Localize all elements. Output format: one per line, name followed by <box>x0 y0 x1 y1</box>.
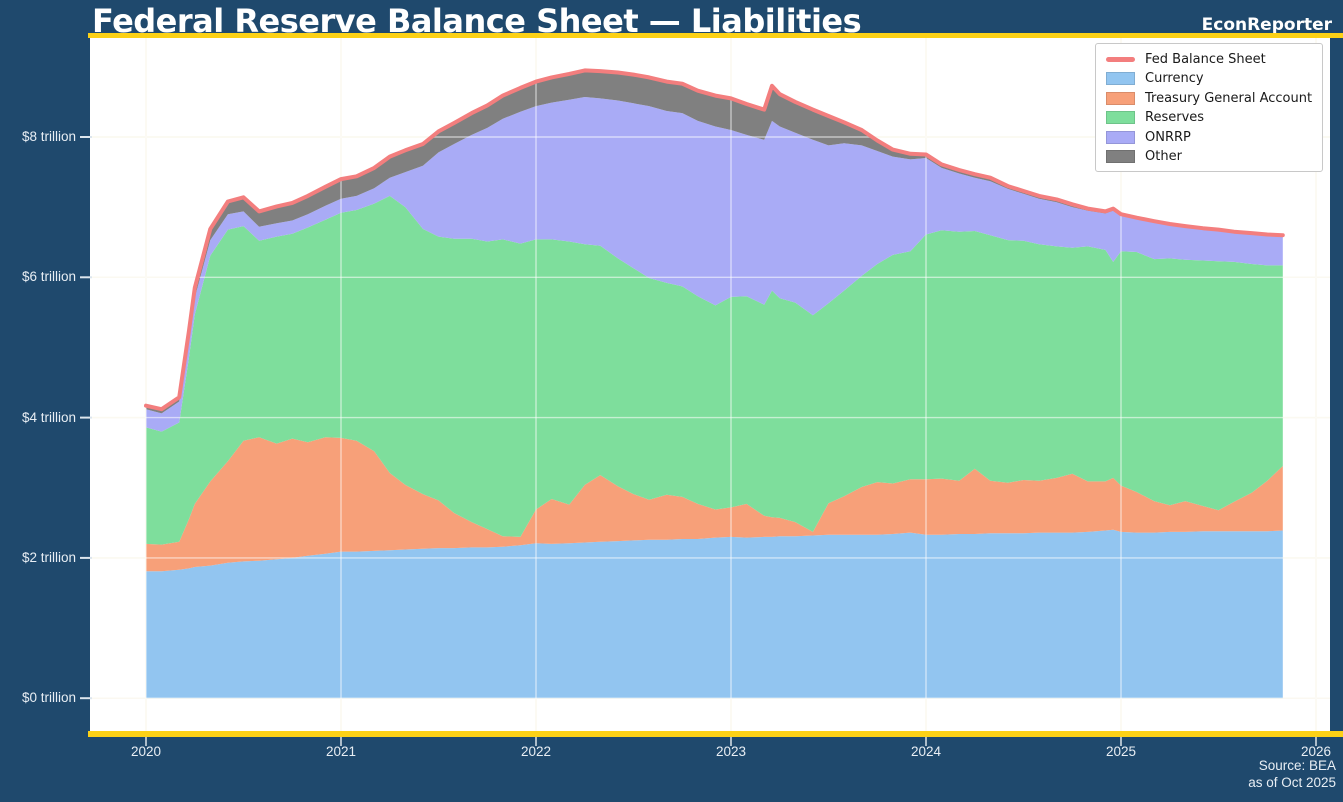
legend-swatch-reserves <box>1106 111 1135 125</box>
y-tick-label-2t: $2 trillion <box>21 549 76 565</box>
legend-label-other: Other <box>1145 148 1182 164</box>
legend-item-currency: Currency <box>1106 69 1314 88</box>
legend-swatch-fed-balance-sheet <box>1106 57 1135 62</box>
y-tick-label-0t: $0 trillion <box>21 690 76 706</box>
y-tick-label-6t: $6 trillion <box>21 269 76 285</box>
legend-label-reserves: Reserves <box>1145 110 1205 126</box>
legend-label-treasury-general-account: Treasury General Account <box>1145 90 1313 106</box>
x-tick-label-2021: 2021 <box>325 744 357 759</box>
x-tick-label-2024: 2024 <box>910 744 942 759</box>
legend-item-other: Other <box>1106 147 1314 166</box>
legend-item-treasury-general-account: Treasury General Account <box>1106 89 1314 108</box>
legend-label-onrrp: ONRRP <box>1145 129 1191 145</box>
legend-label-currency: Currency <box>1145 71 1204 87</box>
bottom-accent-rule <box>88 731 1343 737</box>
source-note: Source: BEA as of Oct 2025 <box>1248 758 1336 791</box>
source-line: Source: BEA <box>1258 758 1336 773</box>
area-reserves <box>146 195 1283 545</box>
x-tick-label-2026: 2026 <box>1300 744 1332 759</box>
legend-swatch-currency <box>1106 72 1135 86</box>
x-tick-label-2023: 2023 <box>715 744 747 759</box>
legend-swatch-onrrp <box>1106 130 1135 144</box>
x-tick-label-2025: 2025 <box>1105 744 1137 759</box>
y-tick-label-8t: $8 trillion <box>21 129 76 144</box>
legend-item-fed-balance-sheet: Fed Balance Sheet <box>1106 50 1314 69</box>
legend-swatch-treasury-general-account <box>1106 91 1135 105</box>
y-tick-marks <box>80 136 92 700</box>
total-line-fed-balance-sheet <box>144 68 1285 412</box>
x-tick-label-2022: 2022 <box>520 744 552 759</box>
legend-item-onrrp: ONRRP <box>1106 128 1314 147</box>
legend-label-fed-balance-sheet: Fed Balance Sheet <box>1145 52 1266 67</box>
area-treasury-general-account <box>146 437 1283 572</box>
top-accent-rule <box>88 33 1343 38</box>
chart-legend: Fed Balance Sheet Currency Treasury Genera… <box>1095 43 1323 172</box>
legend-item-reserves: Reserves <box>1106 108 1314 127</box>
area-other <box>146 70 1283 414</box>
x-tick-marks <box>145 737 1317 746</box>
brand-logo: EconReporter <box>1201 15 1332 35</box>
legend-swatch-other <box>1106 149 1135 163</box>
y-tick-label-4t: $4 trillion <box>21 409 76 425</box>
x-tick-label-2020: 2020 <box>130 744 162 759</box>
area-onrrp <box>146 97 1283 432</box>
asof-line: as of Oct 2025 <box>1248 774 1336 790</box>
area-currency <box>146 529 1283 699</box>
